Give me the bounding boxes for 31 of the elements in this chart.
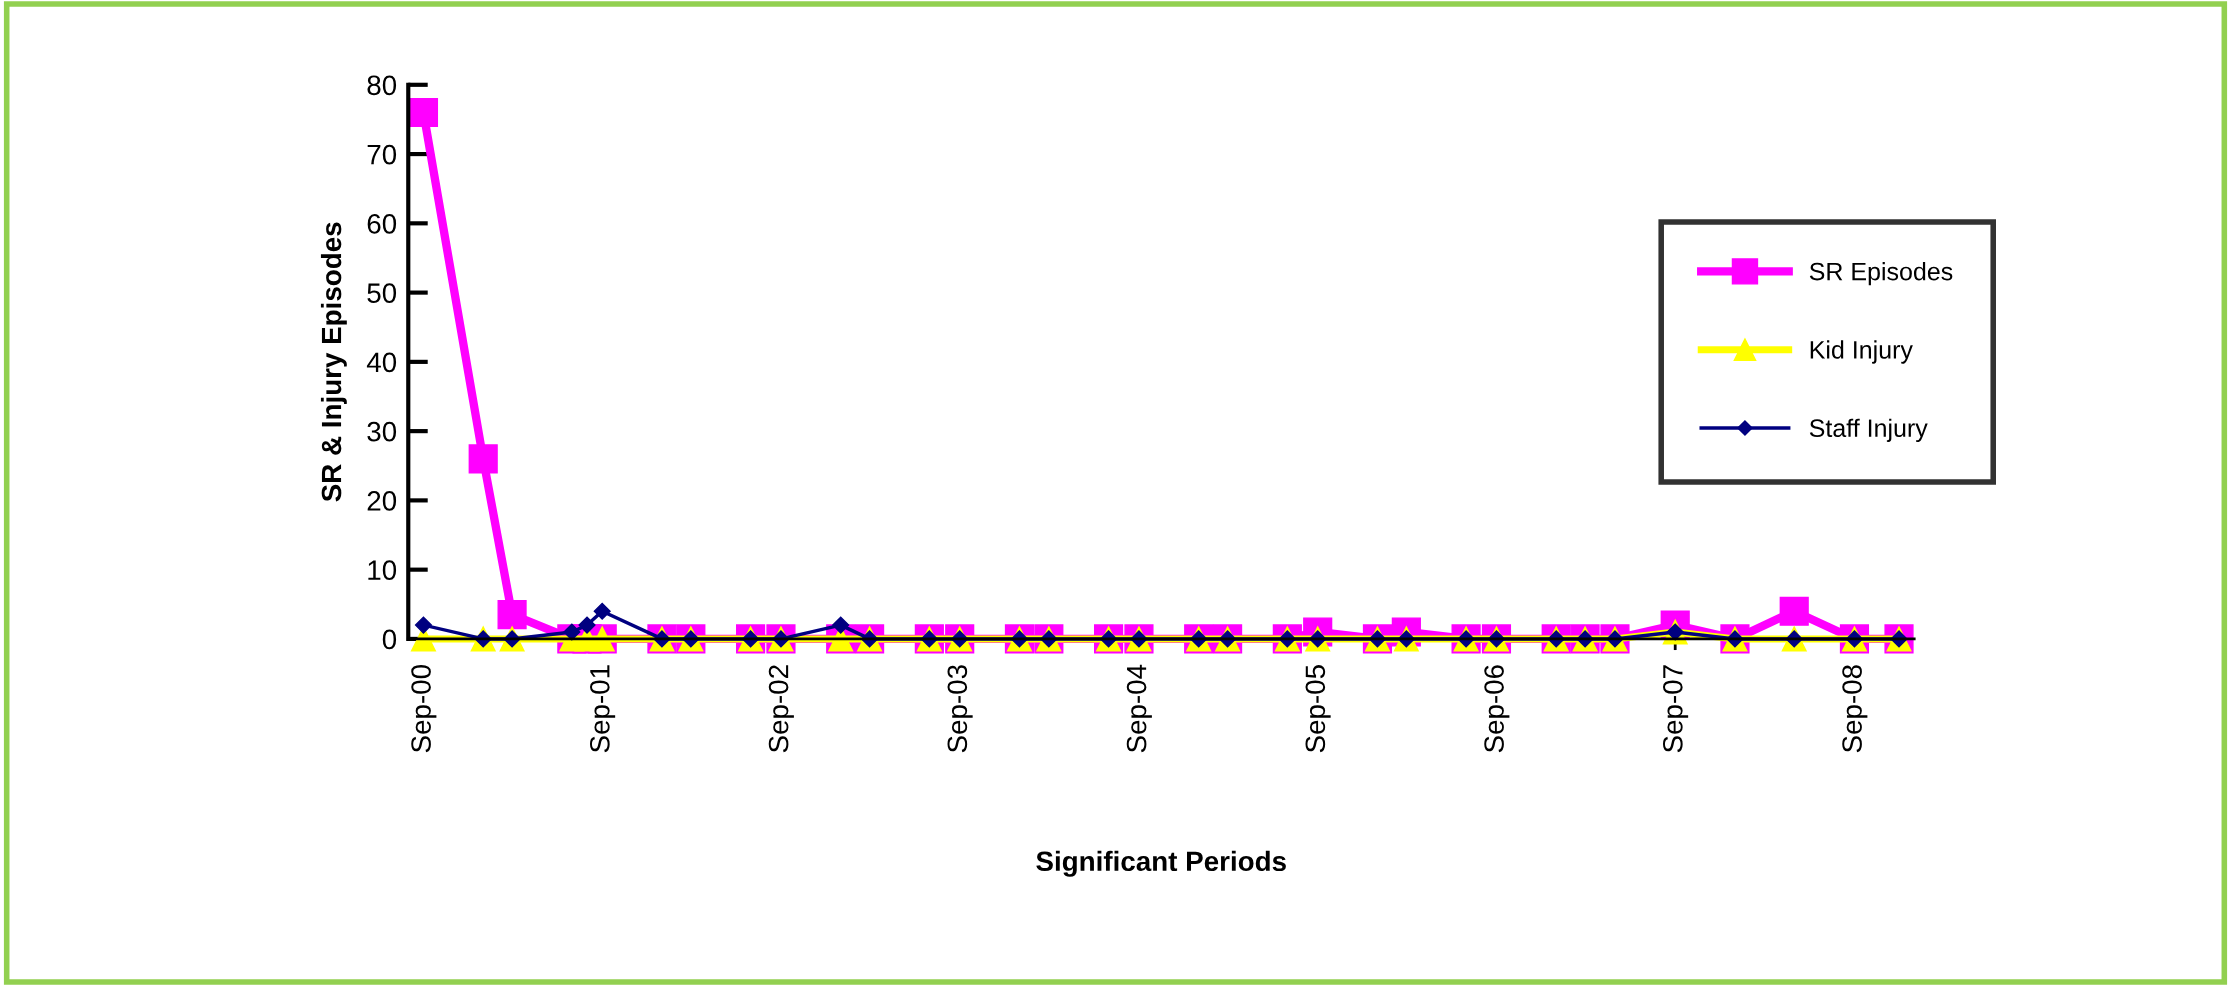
x-tick-label: Sep-04 bbox=[1126, 664, 1152, 753]
point bbox=[578, 616, 596, 634]
legend-label: SR Episodes bbox=[1809, 262, 1953, 286]
y-tick-label: 60 bbox=[367, 214, 397, 234]
x-tick-label: Sep-08 bbox=[1842, 665, 1868, 753]
legend-label: Kid Injury bbox=[1810, 340, 1913, 364]
y-tick-label: 10 bbox=[368, 560, 397, 580]
point bbox=[1779, 596, 1809, 626]
y-axis-title: SR & Injury Episodes bbox=[320, 222, 347, 502]
x-tick-label: Sep-02 bbox=[768, 665, 794, 753]
x-tick-label: Sep-03 bbox=[947, 665, 973, 753]
y-tick-label: 40 bbox=[366, 352, 397, 373]
x-axis-title: Significant Periods bbox=[1036, 850, 1286, 877]
point bbox=[497, 600, 527, 630]
x-tick-label: Sep-05 bbox=[1305, 665, 1331, 753]
y-tick-label: 20 bbox=[367, 491, 397, 511]
y-tick-label: 80 bbox=[367, 75, 397, 96]
point bbox=[593, 602, 611, 620]
y-tick-label: 50 bbox=[367, 283, 397, 303]
legend-label: Staff Injury bbox=[1809, 418, 1928, 442]
x-tick-label: Sep-06 bbox=[1484, 665, 1510, 753]
y-tick-label: 0 bbox=[382, 629, 397, 650]
x-tick-label: Sep-01 bbox=[589, 665, 616, 753]
y-tick-label: 70 bbox=[367, 144, 397, 165]
point bbox=[414, 616, 433, 634]
point bbox=[832, 616, 850, 634]
y-tick-label: 30 bbox=[367, 421, 397, 442]
x-tick-label: Sep-07 bbox=[1663, 665, 1689, 753]
point bbox=[408, 97, 439, 128]
point bbox=[468, 444, 498, 474]
x-tick-label: Sep-00 bbox=[411, 665, 437, 753]
